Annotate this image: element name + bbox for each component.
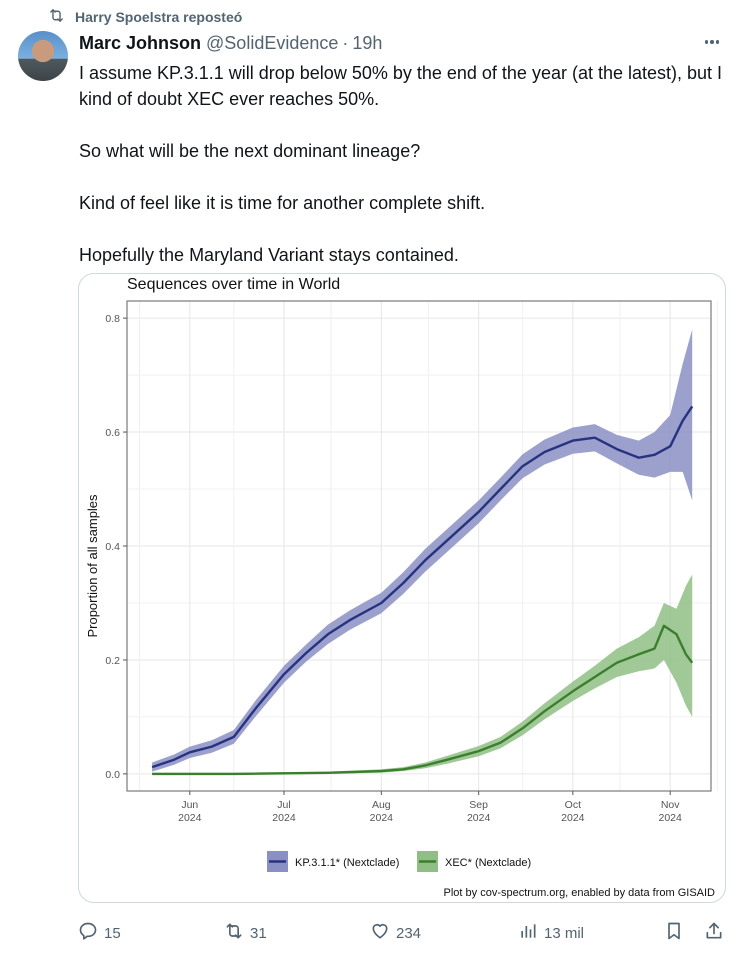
- y-tick-label: 0.8: [105, 313, 120, 325]
- bookmark-icon: [664, 921, 684, 945]
- repost-text: Harry Spoelstra reposteó: [75, 9, 243, 25]
- y-axis: 0.0 0.2 0.4 0.6 0.8: [105, 313, 127, 781]
- x-axis: Jun2024Jul2024Aug2024Sep2024Oct2024Nov20…: [178, 791, 682, 824]
- tweet-text: I assume KP.3.1.1 will drop below 50% by…: [79, 60, 739, 268]
- y-tick-label: 0.2: [105, 655, 120, 667]
- x-tick-label-year: 2024: [178, 812, 202, 824]
- share-button[interactable]: [704, 918, 724, 948]
- tweet-paragraph: So what will be the next dominant lineag…: [79, 141, 421, 161]
- repost-count: 31: [250, 924, 267, 942]
- x-tick-label-year: 2024: [272, 812, 296, 824]
- like-button[interactable]: 234: [370, 918, 421, 948]
- timestamp[interactable]: 19h: [352, 32, 383, 53]
- repost-icon: [48, 7, 65, 27]
- legend-label: KP.3.1.1* (Nextclade): [295, 857, 399, 869]
- repost-button[interactable]: 31: [224, 918, 267, 948]
- media-image[interactable]: Sequences over time in World 0.0 0.2 0.4 0.…: [78, 273, 726, 903]
- tweet-header: Marc Johnson @SolidEvidence · 19h: [79, 30, 730, 56]
- series-line-1: [152, 624, 694, 776]
- x-tick-label-year: 2024: [659, 812, 683, 824]
- heart-icon: [370, 921, 390, 945]
- chart-grid: [127, 301, 718, 791]
- chart-legend: KP.3.1.1* (Nextclade) XEC* (Nextclade): [267, 851, 531, 872]
- series-line-0: [151, 405, 694, 769]
- y-axis-label: Proportion of all samples: [85, 494, 100, 638]
- reply-icon: [78, 921, 98, 945]
- views-button[interactable]: 13 mil: [518, 918, 584, 948]
- chart-bands: [152, 329, 693, 774]
- series-band-1: [152, 574, 693, 774]
- x-tick-label-month: Oct: [565, 799, 581, 811]
- reply-count: 15: [104, 924, 121, 942]
- more-icon[interactable]: [700, 32, 724, 52]
- y-tick-label: 0.4: [105, 541, 120, 553]
- author-name[interactable]: Marc Johnson: [79, 32, 202, 53]
- tweet-paragraph: I assume KP.3.1.1 will drop below 50% by…: [79, 63, 723, 109]
- share-icon: [704, 921, 724, 945]
- chart-caption: Plot by cov-spectrum.org, enabled by dat…: [444, 887, 716, 899]
- author-handle[interactable]: @SolidEvidence: [206, 32, 339, 53]
- legend-label: XEC* (Nextclade): [445, 857, 531, 869]
- x-tick-label-month: Aug: [372, 799, 391, 811]
- reply-button[interactable]: 15: [78, 918, 121, 948]
- y-tick-label: 0.0: [105, 769, 120, 781]
- repost-indicator[interactable]: Harry Spoelstra reposteó: [48, 6, 242, 28]
- action-bar: 15 31 234 13 mil: [78, 918, 728, 948]
- x-tick-label-year: 2024: [561, 812, 585, 824]
- chart-title: Sequences over time in World: [127, 276, 340, 293]
- x-tick-label-year: 2024: [370, 812, 394, 824]
- views-count: 13 mil: [544, 924, 585, 942]
- avatar[interactable]: [18, 31, 68, 81]
- y-tick-label: 0.6: [105, 427, 120, 439]
- x-tick-label-month: Sep: [469, 799, 488, 811]
- x-tick-label-month: Jun: [181, 799, 198, 811]
- like-count: 234: [396, 924, 422, 942]
- x-tick-label-month: Jul: [277, 799, 290, 811]
- x-tick-label-year: 2024: [467, 812, 491, 824]
- series-band-0: [152, 329, 693, 772]
- separator: ·: [342, 32, 349, 53]
- x-tick-label-month: Nov: [661, 799, 680, 811]
- views-icon: [518, 921, 538, 945]
- chart: Sequences over time in World 0.00.20.40.…: [85, 276, 718, 899]
- tweet-paragraph: Hopefully the Maryland Variant stays con…: [79, 245, 459, 265]
- tweet-paragraph: Kind of feel like it is time for another…: [79, 193, 486, 213]
- chart-lines: [151, 405, 694, 776]
- bookmark-button[interactable]: [664, 918, 684, 948]
- repost-icon: [224, 921, 244, 945]
